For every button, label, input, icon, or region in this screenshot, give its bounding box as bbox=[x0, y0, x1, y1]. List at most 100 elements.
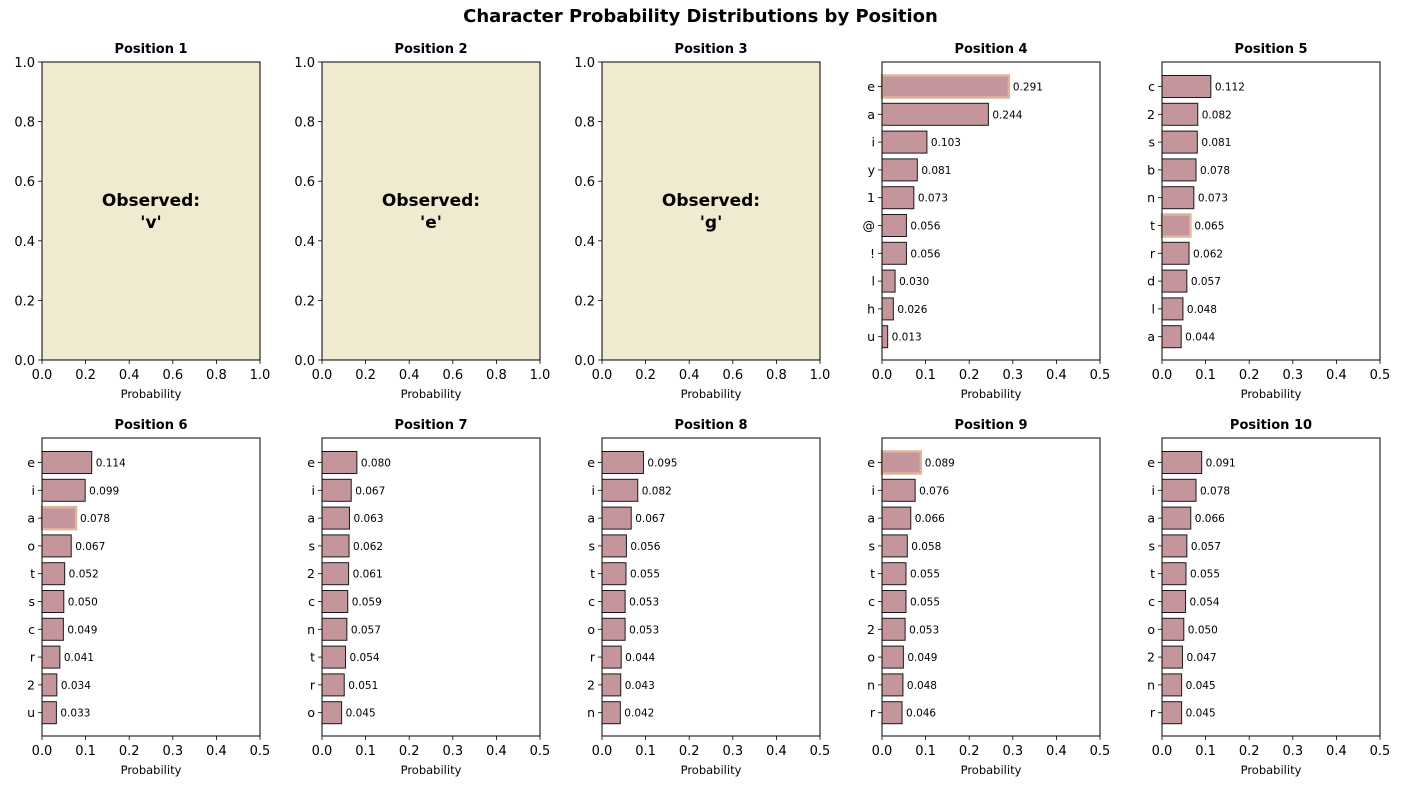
subplot-title: Position 8 bbox=[674, 418, 747, 433]
bar-value-label: 0.065 bbox=[1194, 221, 1224, 233]
x-tick-label: 0.5 bbox=[250, 744, 271, 759]
x-tick-label: 0.0 bbox=[32, 744, 53, 759]
category-label: a bbox=[307, 511, 315, 526]
category-label: t bbox=[870, 566, 875, 581]
x-tick-label: 0.3 bbox=[162, 744, 183, 759]
x-tick-label: 0.2 bbox=[635, 368, 656, 383]
category-label: o bbox=[867, 650, 875, 665]
category-label: r bbox=[590, 650, 596, 665]
category-label: c bbox=[308, 594, 315, 609]
bar bbox=[321, 645, 347, 669]
axes-frame bbox=[881, 437, 1101, 737]
subplot-10: Position 10 0.091 e 0.078 i 0.066 a 0.057 s 0.055… bbox=[1147, 418, 1390, 777]
bar bbox=[40, 505, 78, 531]
bar-value-label: 0.053 bbox=[629, 624, 659, 636]
bar-value-label: 0.112 bbox=[1215, 82, 1245, 94]
bar-value-label: 0.055 bbox=[910, 569, 940, 581]
bar bbox=[1161, 534, 1188, 558]
x-tick-label: 0.6 bbox=[162, 368, 183, 383]
subplot-2: Position 2 Observed:'e' 0.0 0.2 0.4 0.6 0.8 1.0… bbox=[294, 42, 550, 401]
x-tick-label: 0.4 bbox=[119, 368, 140, 383]
bar bbox=[41, 451, 93, 474]
category-label: s bbox=[868, 538, 875, 553]
category-label: n bbox=[587, 705, 595, 720]
bar bbox=[881, 214, 907, 237]
category-label: i bbox=[872, 135, 875, 150]
x-tick-label: 0.1 bbox=[915, 744, 936, 759]
bar-value-label: 0.078 bbox=[1200, 485, 1230, 497]
y-tick-label: 0.0 bbox=[294, 354, 315, 369]
category-label: c bbox=[588, 594, 595, 609]
bar bbox=[601, 645, 622, 669]
bar-value-label: 0.049 bbox=[907, 652, 937, 664]
category-label: l bbox=[872, 274, 875, 289]
x-axis-label: Probability bbox=[961, 763, 1022, 777]
category-label: d bbox=[1147, 274, 1155, 289]
x-tick-label: 0.0 bbox=[1152, 744, 1173, 759]
subplot-title: Position 9 bbox=[954, 418, 1027, 433]
x-tick-label: 0.4 bbox=[206, 744, 227, 759]
y-tick-label: 0.4 bbox=[294, 235, 315, 250]
category-label: 2 bbox=[1147, 650, 1155, 665]
bar bbox=[1161, 325, 1182, 349]
category-label: a bbox=[27, 511, 35, 526]
bar-value-label: 0.050 bbox=[68, 597, 98, 609]
category-label: c bbox=[868, 594, 875, 609]
category-label: l bbox=[1152, 301, 1155, 316]
x-axis-label: Probability bbox=[961, 387, 1022, 401]
x-tick-label: 0.2 bbox=[399, 744, 420, 759]
bar bbox=[1161, 102, 1199, 126]
x-tick-label: 0.5 bbox=[1090, 744, 1111, 759]
x-tick-label: 0.6 bbox=[442, 368, 463, 383]
category-label: e bbox=[307, 455, 315, 470]
axes-frame bbox=[881, 61, 1101, 361]
subplot-5: Position 5 0.112 c 0.082 2 0.081 s 0.078 b 0.073 n… bbox=[1147, 42, 1390, 401]
x-tick-label: 0.3 bbox=[1002, 368, 1023, 383]
bar bbox=[41, 617, 64, 641]
bar bbox=[881, 562, 907, 586]
category-label: s bbox=[28, 594, 35, 609]
category-label: e bbox=[867, 79, 875, 94]
x-tick-label: 1.0 bbox=[810, 368, 831, 383]
bar-value-label: 0.081 bbox=[921, 165, 951, 177]
bar-value-label: 0.091 bbox=[1206, 458, 1236, 470]
x-tick-label: 0.4 bbox=[766, 744, 787, 759]
subplot-title: Position 10 bbox=[1230, 418, 1312, 433]
bar bbox=[881, 534, 908, 558]
bar-value-label: 0.067 bbox=[355, 485, 385, 497]
bar-value-label: 0.048 bbox=[907, 680, 937, 692]
x-tick-label: 0.8 bbox=[486, 368, 507, 383]
bar-value-label: 0.081 bbox=[1201, 137, 1231, 149]
bar-value-label: 0.013 bbox=[892, 332, 922, 344]
category-label: t bbox=[310, 650, 315, 665]
category-label: @ bbox=[863, 218, 876, 233]
x-tick-label: 0.1 bbox=[75, 744, 96, 759]
bar-value-label: 0.067 bbox=[75, 541, 105, 553]
x-tick-label: 0.1 bbox=[635, 744, 656, 759]
x-tick-label: 0.0 bbox=[32, 368, 53, 383]
bar-value-label: 0.073 bbox=[918, 193, 948, 205]
axes-frame bbox=[41, 437, 261, 737]
category-label: a bbox=[587, 511, 595, 526]
bar bbox=[1161, 75, 1212, 98]
x-tick-label: 0.1 bbox=[915, 368, 936, 383]
bar bbox=[601, 506, 632, 530]
bar bbox=[601, 617, 626, 641]
bar bbox=[321, 562, 350, 586]
x-axis-label: Probability bbox=[681, 387, 742, 401]
category-label: r bbox=[310, 677, 316, 692]
category-label: r bbox=[1150, 246, 1156, 261]
category-label: b bbox=[1147, 162, 1155, 177]
y-tick-label: 1.0 bbox=[574, 56, 595, 71]
axes-frame bbox=[321, 437, 541, 737]
bar-value-label: 0.066 bbox=[1195, 513, 1225, 525]
category-label: n bbox=[307, 622, 315, 637]
bar-value-label: 0.063 bbox=[353, 513, 383, 525]
category-label: s bbox=[1148, 538, 1155, 553]
y-tick-label: 0.8 bbox=[294, 116, 315, 131]
y-tick-label: 0.6 bbox=[14, 175, 35, 190]
bar bbox=[321, 701, 343, 725]
subplot-title: Position 4 bbox=[954, 42, 1027, 57]
bar-value-label: 0.047 bbox=[1186, 652, 1216, 664]
